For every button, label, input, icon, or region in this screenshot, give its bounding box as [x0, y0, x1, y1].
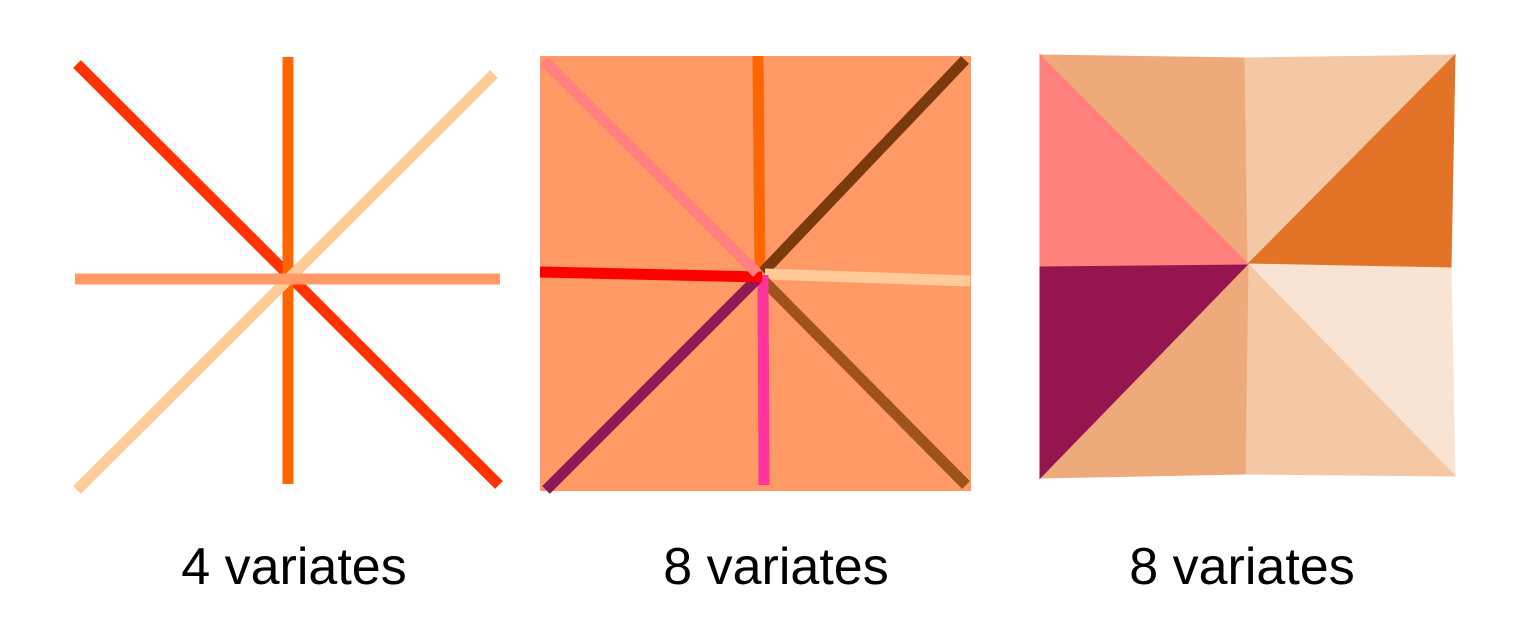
spoke-up-right: [759, 56, 969, 276]
spoke-up-left: [540, 57, 761, 277]
spoke-down-left: [542, 274, 762, 494]
spoke-up: [752, 55, 766, 271]
caption-8-variates-spokes: 8 variates: [663, 538, 889, 596]
panel-8-variates-triangles: [1038, 53, 1457, 480]
caption-4-variates: 4 variates: [181, 538, 407, 596]
triangle-left-upper: [1039, 53, 1250, 267]
spoke-right: [764, 268, 971, 287]
panel-4-variates-star: [73, 57, 503, 494]
panel-8-variates-spokes: [539, 55, 971, 494]
caption-8-variates-triangles: 8 variates: [1129, 538, 1355, 596]
spoke-down-right: [759, 276, 970, 489]
spoke-left: [539, 266, 763, 283]
spoke-down: [757, 274, 770, 486]
